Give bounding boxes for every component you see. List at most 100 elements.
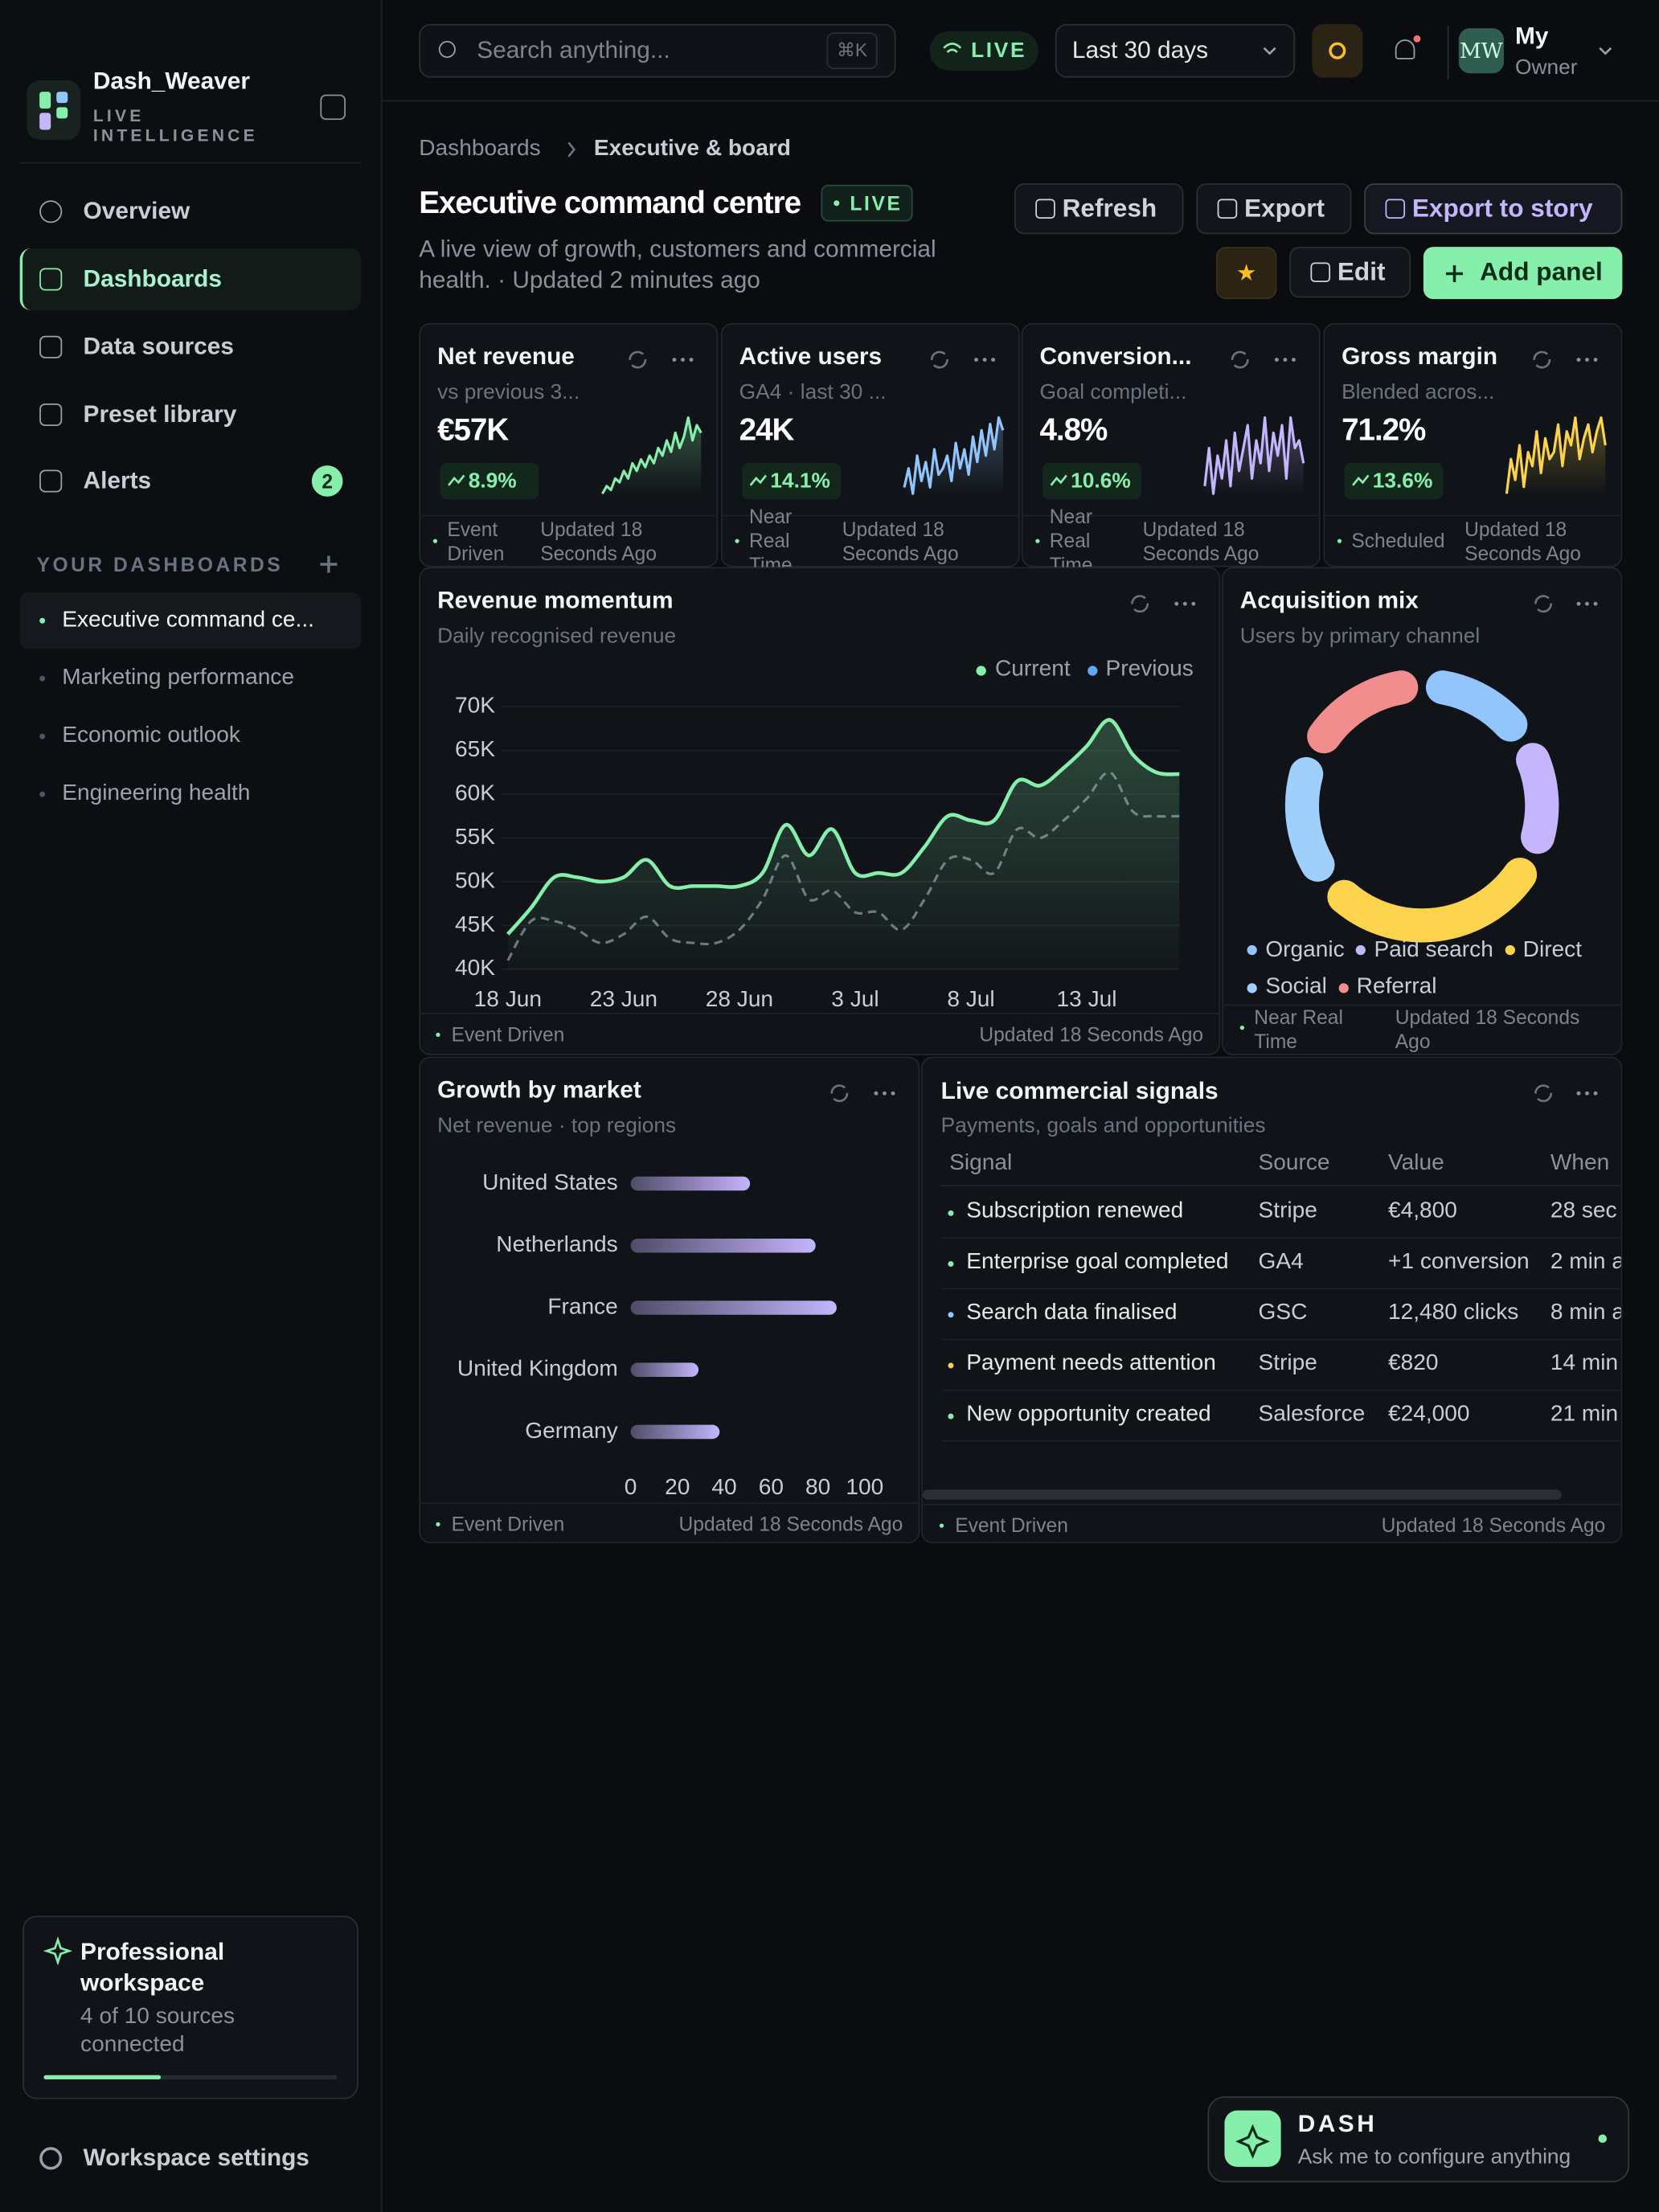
divider — [419, 1502, 920, 1504]
dashboard-link[interactable]: Marketing performance — [62, 666, 294, 690]
button-icon — [1310, 262, 1331, 283]
topbar — [382, 0, 1659, 102]
divider — [419, 1013, 1221, 1014]
source-dot — [1035, 539, 1040, 543]
source-dot — [432, 539, 438, 543]
source-dot — [436, 1521, 440, 1526]
favorite-button[interactable] — [1215, 247, 1277, 300]
panel-subtitle: Payments, goals and opportunities — [940, 1113, 1266, 1138]
panel-source: Near Real Time — [1254, 1006, 1343, 1053]
live-label: LIVE — [971, 39, 1027, 63]
logo-block — [56, 107, 68, 119]
nav-icon — [39, 200, 63, 223]
workspace-title: Professional workspace — [80, 1938, 225, 1997]
button-icon — [1385, 199, 1406, 219]
edit-button[interactable] — [1289, 247, 1411, 298]
divider — [419, 514, 719, 517]
kpi-subtitle: Blended acros... — [1342, 379, 1495, 404]
dashboard-dot — [39, 675, 46, 682]
kpi-title: Gross margin — [1342, 342, 1498, 370]
search-icon — [438, 40, 456, 58]
collapse-button[interactable] — [320, 94, 346, 121]
scrollbar[interactable] — [922, 1489, 1562, 1500]
kpi-value: 24K — [739, 412, 795, 448]
dashboard-link[interactable]: Engineering health — [62, 781, 251, 806]
kpi-subtitle: vs previous 3... — [437, 379, 580, 404]
cell: Search data finalised — [966, 1301, 1178, 1325]
avatar[interactable] — [1458, 28, 1504, 74]
kpi-source: Scheduled — [1351, 529, 1445, 552]
panel-updated: Updated 18 Seconds Ago — [1381, 1514, 1606, 1537]
panel-updated: Updated 18 Seconds Ago — [678, 1512, 903, 1535]
kpi-value: €57K — [437, 412, 509, 448]
cell: GA4 — [1258, 1250, 1304, 1274]
logo-block — [56, 92, 68, 104]
logo — [27, 80, 81, 140]
kpi-footer: Near Real Time Updated 18 Seconds Ago — [735, 505, 1017, 576]
export-button[interactable] — [1196, 183, 1352, 235]
panel-updated: Updated 18 Seconds Ago — [1395, 1006, 1580, 1053]
breadcrumb-link[interactable]: Dashboards — [419, 137, 541, 162]
source-dot — [436, 1031, 440, 1037]
dashboard-active[interactable] — [19, 592, 362, 649]
add-icon[interactable] — [327, 555, 330, 573]
divider — [940, 1338, 1621, 1341]
refresh-button[interactable] — [1014, 183, 1184, 235]
page-title: Executive command centre — [419, 184, 801, 220]
row-dot — [948, 1362, 954, 1369]
assistant-prompt: Ask me to configure anything — [1297, 2144, 1571, 2169]
logo-block — [39, 92, 51, 109]
divider — [940, 1185, 1621, 1187]
dashboard-link[interactable]: Executive command ce... — [62, 608, 314, 633]
workspace-card — [23, 1915, 358, 2099]
button-icon — [1035, 199, 1055, 219]
bell-dot — [1413, 35, 1421, 43]
search-box[interactable] — [419, 23, 896, 78]
nav-item[interactable] — [19, 248, 362, 311]
panel-source: Event Driven — [451, 1022, 565, 1046]
button-icon — [1217, 199, 1238, 219]
legend: Current Previous — [790, 654, 1194, 686]
legend-label: Referral — [1356, 975, 1437, 1000]
nav-icon — [39, 335, 63, 358]
progress-track — [43, 2075, 338, 2080]
legend-item: Direct — [1504, 938, 1582, 964]
column-header: Source — [1258, 1151, 1330, 1175]
kpi-source: Near Real Time — [1049, 505, 1093, 576]
divider — [1021, 514, 1321, 517]
legend-label: Social — [1265, 975, 1327, 1000]
panel-subtitle: Users by primary channel — [1239, 624, 1481, 649]
range-select[interactable] — [1055, 23, 1296, 78]
divider — [1221, 1004, 1623, 1006]
kpi-title: Active users — [739, 342, 883, 370]
nav-label: Alerts — [83, 466, 152, 494]
dashboard-dot — [39, 791, 46, 797]
logo-block — [39, 113, 51, 130]
kpi-change: 14.1% — [770, 469, 830, 494]
page-description: A live view of growth, customers and com… — [419, 236, 936, 294]
add-panel-label: Add panel — [1480, 257, 1603, 286]
settings-link[interactable]: Workspace settings — [83, 2144, 309, 2172]
bell[interactable] — [1395, 39, 1415, 59]
story-button[interactable] — [1364, 183, 1623, 235]
plus-icon — [1452, 264, 1456, 283]
source-dot — [939, 1522, 944, 1527]
legend-dot — [977, 665, 987, 675]
panel-source: Event Driven — [451, 1512, 565, 1535]
shortcut-label: ⌘K — [837, 39, 868, 61]
kpi-change: 8.9% — [468, 469, 517, 494]
source-dot — [1239, 1025, 1244, 1030]
dashboard-link[interactable]: Economic outlook — [62, 723, 240, 748]
legend-label: Organic — [1265, 937, 1345, 962]
kpi-value: 71.2% — [1342, 412, 1426, 448]
cell: GSC — [1258, 1301, 1308, 1325]
kpi-subtitle: GA4 · last 30 ... — [739, 379, 887, 404]
range-label: Last 30 days — [1071, 36, 1209, 63]
nav-item[interactable] — [20, 450, 362, 512]
cell: +1 conversion — [1388, 1250, 1530, 1274]
legend-dot — [1337, 982, 1349, 993]
nav-icon — [39, 268, 63, 291]
column-header: Signal — [949, 1151, 1013, 1175]
cell: Payment needs attention — [966, 1351, 1216, 1376]
